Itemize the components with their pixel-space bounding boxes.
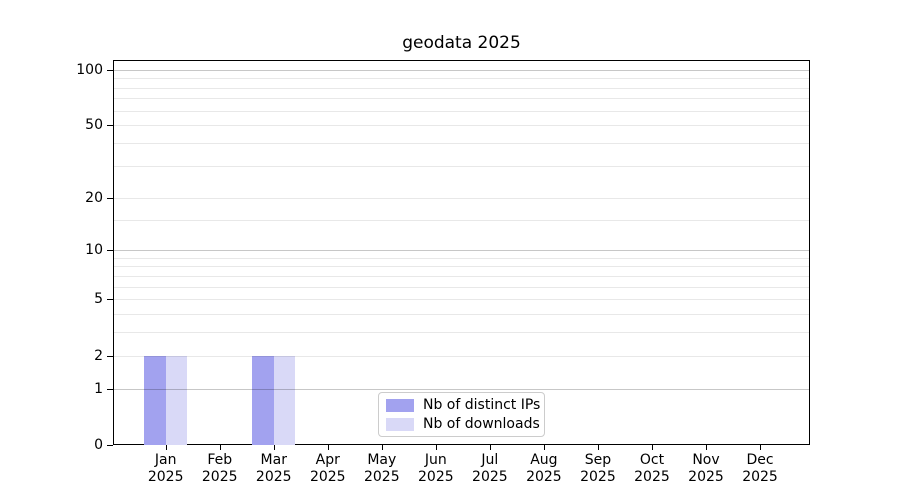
y-tick-label-100: 100: [76, 61, 103, 78]
x-tick-mark-dec: [760, 445, 762, 450]
gridline-15: [114, 219, 809, 221]
y-tick-mark-10: [107, 250, 113, 252]
legend-swatch-downloads: [386, 417, 414, 431]
y-tick-label-2: 2: [94, 347, 103, 364]
legend-item: Nb of downloads: [386, 416, 540, 432]
gridline-10: [114, 250, 809, 252]
x-tick-label-aug: Aug 2025: [526, 452, 562, 485]
y-tick-label-10: 10: [85, 242, 103, 259]
gridline-9: [114, 257, 809, 259]
bar-jan-nb-of-downloads: [165, 355, 188, 445]
y-tick-label-5: 5: [94, 291, 103, 308]
gridline-4: [114, 314, 809, 316]
y-tick-mark-0: [107, 445, 113, 446]
legend-item: Nb of distinct IPs: [386, 397, 540, 413]
x-tick-mark-mar: [273, 445, 275, 450]
x-tick-mark-jan: [165, 445, 167, 450]
x-tick-mark-oct: [651, 445, 653, 450]
gridline-1: [114, 388, 809, 390]
y-tick-mark-100: [107, 69, 113, 71]
x-tick-label-mar: Mar 2025: [255, 452, 292, 485]
plot-area: [113, 60, 810, 445]
x-tick-mark-feb: [219, 445, 221, 450]
gridline-5: [114, 299, 809, 301]
x-tick-label-jan: Jan 2025: [147, 452, 184, 485]
x-tick-label-sep: Sep 2025: [580, 452, 616, 485]
gridline-60: [114, 110, 809, 112]
y-tick-mark-5: [107, 299, 113, 301]
gridline-20: [114, 197, 809, 199]
y-tick-label-50: 50: [85, 117, 103, 134]
x-tick-label-oct: Oct 2025: [634, 452, 670, 485]
x-tick-label-may: May 2025: [363, 452, 400, 485]
y-tick-label-20: 20: [85, 189, 103, 206]
x-tick-mark-jul: [489, 445, 491, 450]
x-tick-mark-apr: [327, 445, 329, 450]
gridline-6: [114, 286, 809, 288]
y-tick-mark-2: [107, 355, 113, 357]
gridline-7: [114, 275, 809, 277]
x-tick-mark-aug: [543, 445, 545, 450]
y-tick-label-1: 1: [94, 380, 103, 397]
x-tick-mark-sep: [597, 445, 599, 450]
y-tick-mark-50: [107, 125, 113, 127]
legend-label: Nb of distinct IPs: [423, 397, 541, 413]
x-tick-mark-may: [381, 445, 383, 450]
legend-label: Nb of downloads: [423, 416, 540, 432]
y-tick-label-0: 0: [94, 437, 103, 453]
gridline-2: [114, 355, 809, 357]
x-tick-label-nov: Nov 2025: [688, 452, 724, 485]
y-tick-mark-1: [107, 388, 113, 390]
gridline-3: [114, 332, 809, 334]
x-tick-label-apr: Apr 2025: [309, 452, 346, 485]
gridline-50: [114, 125, 809, 127]
gridline-70: [114, 98, 809, 100]
x-tick-mark-nov: [706, 445, 707, 450]
x-tick-label-feb: Feb 2025: [201, 452, 238, 485]
x-tick-label-jul: Jul 2025: [472, 452, 508, 485]
x-tick-label-dec: Dec 2025: [742, 452, 778, 485]
x-tick-mark-jun: [435, 445, 437, 450]
legend: Nb of distinct IPs Nb of downloads: [378, 392, 545, 437]
x-tick-label-jun: Jun 2025: [418, 452, 454, 485]
legend-swatch-distinct-ips: [386, 398, 414, 412]
bar-mar-nb-of-downloads: [273, 355, 296, 445]
chart-title: geodata 2025: [402, 33, 521, 53]
bar-jan-nb-of-distinct-ips: [144, 355, 166, 445]
gridline-90: [114, 78, 809, 80]
gridline-40: [114, 143, 809, 145]
gridline-30: [114, 165, 809, 167]
gridline-100: [114, 69, 809, 71]
gridline-80: [114, 87, 809, 89]
gridline-8: [114, 266, 809, 268]
y-tick-mark-20: [107, 197, 113, 199]
bar-mar-nb-of-distinct-ips: [252, 355, 274, 445]
